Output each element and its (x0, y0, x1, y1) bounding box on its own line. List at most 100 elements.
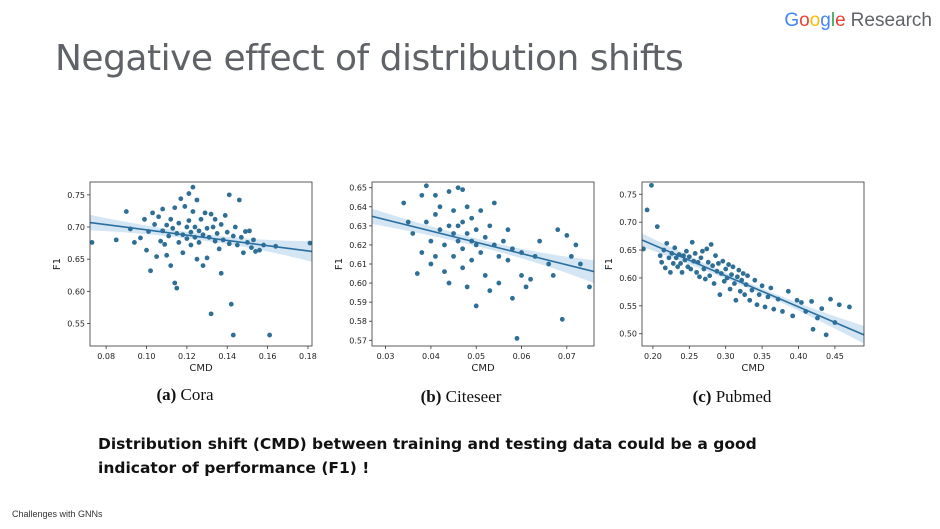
data-point (132, 240, 137, 245)
y-tick-label: 0.75 (619, 190, 637, 199)
data-point (810, 326, 816, 332)
data-point (410, 231, 416, 236)
data-point (190, 184, 196, 190)
data-point (749, 287, 755, 293)
data-point (186, 218, 192, 223)
data-point (689, 239, 695, 245)
data-point (819, 306, 825, 312)
data-point (505, 227, 511, 233)
data-point (756, 292, 762, 298)
data-point (162, 241, 168, 247)
data-point (428, 261, 434, 267)
data-point (675, 264, 681, 270)
x-tick-label: 0.04 (422, 352, 440, 361)
y-tick-label: 0.59 (349, 298, 367, 307)
data-point (694, 269, 699, 275)
data-point (212, 216, 218, 222)
data-point (442, 269, 447, 275)
data-point (759, 283, 765, 289)
data-point (401, 200, 407, 206)
caption-tag: (b) (420, 387, 442, 406)
data-point (573, 242, 579, 248)
y-tick-label: 0.57 (349, 336, 367, 345)
data-point (230, 233, 236, 239)
data-point (144, 247, 149, 253)
data-point (762, 304, 768, 310)
data-point (154, 254, 159, 260)
data-point (226, 241, 232, 247)
footer-text: Challenges with GNNs (12, 509, 103, 519)
data-point (666, 255, 672, 261)
data-point (711, 281, 717, 286)
data-point (156, 214, 162, 220)
data-point (148, 268, 153, 274)
data-point (172, 280, 178, 286)
data-point (564, 232, 570, 238)
x-tick-label: 0.16 (259, 352, 277, 361)
data-point (698, 255, 704, 261)
data-point (208, 211, 214, 217)
data-point (670, 261, 676, 266)
data-point (222, 213, 228, 218)
data-point (654, 224, 660, 230)
data-point (224, 229, 230, 235)
y-tick-label: 0.50 (619, 330, 637, 339)
data-point (184, 224, 190, 230)
data-point (771, 306, 777, 312)
y-tick-label: 0.65 (619, 246, 637, 255)
caption-name: Citeseer (445, 387, 502, 406)
data-point (657, 253, 663, 259)
data-point (168, 263, 174, 269)
data-point (172, 205, 178, 211)
data-point (142, 216, 147, 222)
data-point (247, 228, 252, 234)
x-tick-label: 0.18 (299, 352, 317, 361)
x-tick-label: 0.10 (138, 352, 156, 361)
data-point (721, 278, 727, 284)
data-point (555, 227, 561, 233)
data-point (188, 242, 194, 248)
data-point (510, 246, 515, 252)
data-point (688, 266, 694, 272)
confidence-band (372, 208, 594, 284)
data-point (482, 273, 488, 278)
data-point (684, 248, 689, 254)
data-point (473, 303, 479, 309)
data-point (152, 222, 157, 227)
data-point (649, 182, 654, 188)
data-point (196, 228, 202, 234)
data-point (672, 245, 678, 251)
data-point (464, 284, 470, 290)
logo-letter: o (809, 10, 821, 31)
y-tick-label: 0.65 (349, 184, 367, 193)
data-point (644, 207, 650, 213)
data-point (204, 225, 210, 231)
data-point (228, 301, 234, 307)
data-point (733, 297, 739, 303)
data-point (419, 250, 425, 255)
data-point (174, 285, 180, 291)
data-point (673, 255, 679, 261)
data-point (496, 280, 502, 286)
data-point (202, 210, 208, 216)
data-point (702, 276, 708, 282)
data-point (578, 261, 583, 267)
data-point (740, 271, 746, 276)
data-point (164, 222, 170, 228)
data-point (164, 252, 170, 258)
data-point (717, 292, 723, 298)
data-point (90, 240, 95, 245)
data-point (587, 284, 592, 290)
data-point (433, 192, 438, 198)
x-axis-label: CMD (471, 363, 495, 374)
data-point (158, 238, 164, 244)
caption-name: Cora (180, 385, 214, 404)
x-tick-label: 0.25 (680, 352, 698, 361)
logo-letter: g (820, 10, 831, 31)
data-point (194, 197, 200, 203)
regression-line (372, 215, 594, 273)
data-point (705, 259, 711, 265)
chart-cora: 0.08 0.10 0.12 0.14 0.16 0.18 0.55 0.60 0.65 0.70… (52, 181, 317, 374)
x-axis-label: CMD (741, 363, 765, 374)
data-point (182, 204, 188, 209)
